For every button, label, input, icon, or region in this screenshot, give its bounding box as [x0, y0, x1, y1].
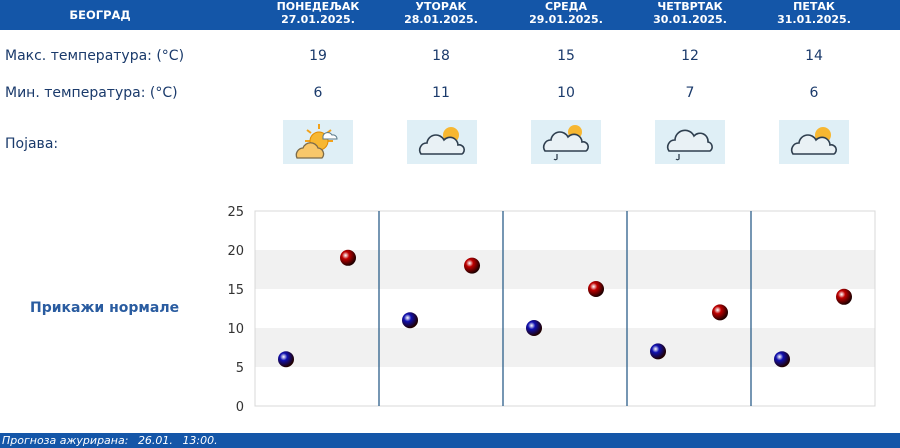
forecast-header: БЕОГРАД ПОНЕДЕЉАК 27.01.2025. УТОРАК 28.…	[0, 0, 900, 30]
day-header: ЧЕТВРТАК 30.01.2025.	[640, 0, 740, 30]
y-tick-label: 5	[236, 361, 244, 376]
max-temp-point	[712, 304, 728, 321]
day-date: 27.01.2025.	[281, 13, 355, 26]
max-temp-point	[464, 257, 480, 274]
cloud-rain-icon	[655, 120, 725, 164]
data-points	[278, 249, 852, 368]
min-temp-point	[526, 320, 542, 336]
min-temp-point	[402, 312, 418, 329]
phenomenon-label: Појава:	[5, 136, 59, 152]
max-temp-point	[836, 288, 852, 305]
day-date: 31.01.2025.	[777, 13, 851, 26]
day-name: УТОРАК	[415, 0, 467, 13]
update-label: Прогноза ажурирана:	[2, 434, 129, 447]
chart-band	[255, 367, 875, 406]
city-name: БЕОГРАД	[69, 8, 131, 22]
day-date: 30.01.2025.	[653, 13, 727, 26]
plot-border	[254, 210, 876, 407]
min-temp-value: 11	[432, 85, 450, 101]
day-name: СРЕДА	[545, 0, 587, 13]
max-temp-value: 18	[432, 48, 450, 64]
max-temp-value: 19	[309, 48, 327, 64]
min-temp-value: 10	[557, 85, 575, 101]
day-name: ЧЕТВРТАК	[657, 0, 723, 13]
min-temp-value: 6	[313, 85, 323, 101]
day-header: ПЕТАК 31.01.2025.	[764, 0, 864, 30]
y-tick-label: 10	[227, 322, 244, 337]
temperature-chart: 0 5 10 15 20 25	[227, 205, 876, 415]
max-temp-value: 15	[557, 48, 575, 64]
chart-band	[255, 250, 875, 289]
min-temp-point	[650, 343, 666, 360]
day-date: 28.01.2025.	[404, 13, 478, 26]
cloud-sun-icon	[407, 120, 477, 164]
day-name: ПОНЕДЕЉАК	[276, 0, 360, 13]
min-temp-point	[278, 351, 294, 368]
update-footer: Прогноза ажурирана: 26.01. 13:00.	[0, 433, 900, 448]
max-temp-point	[340, 249, 356, 266]
min-temp-point	[774, 351, 790, 368]
cloud-sun-icon	[779, 120, 849, 164]
cloud-sun-rain-icon	[531, 120, 601, 164]
chart-band	[255, 289, 875, 328]
day-date: 29.01.2025.	[529, 13, 603, 26]
update-time: 13:00.	[182, 434, 218, 447]
y-axis-ticks: 0 5 10 15 20 25	[227, 205, 244, 415]
show-normals-link[interactable]: Прикажи нормале	[30, 300, 180, 316]
day-header: ПОНЕДЕЉАК 27.01.2025.	[268, 0, 368, 30]
day-name: ПЕТАК	[793, 0, 835, 13]
sun-cloud-icon	[283, 120, 353, 164]
max-temp-point	[588, 281, 604, 297]
max-temp-value: 12	[681, 48, 699, 64]
y-tick-label: 0	[236, 400, 244, 415]
chart-band	[255, 328, 875, 367]
max-temp-label: Макс. температура: (°C)	[5, 48, 185, 64]
y-tick-label: 25	[227, 205, 244, 220]
day-separators	[378, 211, 752, 406]
update-date: 26.01.	[137, 434, 173, 447]
day-header: СРЕДА 29.01.2025.	[516, 0, 616, 30]
y-tick-label: 20	[227, 244, 244, 259]
y-tick-label: 15	[227, 283, 244, 298]
min-temp-label: Мин. температура: (°C)	[5, 85, 178, 101]
chart-bands	[254, 210, 876, 407]
chart-band	[255, 211, 875, 250]
min-temp-value: 6	[809, 85, 819, 101]
min-temp-value: 7	[685, 85, 695, 101]
max-temp-value: 14	[805, 48, 823, 64]
day-header: УТОРАК 28.01.2025.	[391, 0, 491, 30]
